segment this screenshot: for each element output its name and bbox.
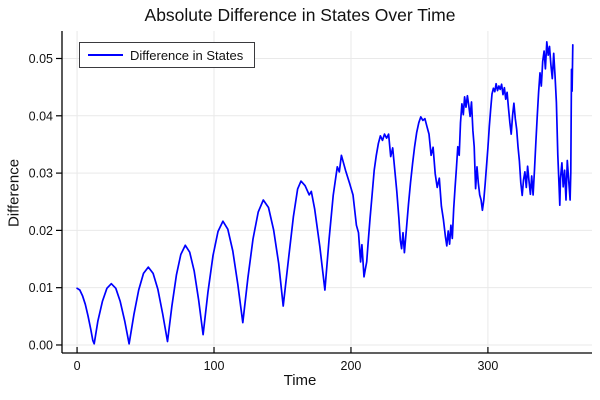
y-tick-label: 0.02 <box>29 224 53 238</box>
legend-label: Difference in States <box>130 47 244 63</box>
x-tick-label: 100 <box>204 359 225 373</box>
y-tick-label: 0.04 <box>29 109 53 123</box>
x-tick-label: 0 <box>74 359 81 373</box>
chart-title: Absolute Difference in States Over Time <box>144 5 456 25</box>
y-tick-label: 0.01 <box>29 281 53 295</box>
x-tick-label: 300 <box>477 359 498 373</box>
x-tick-label: 200 <box>341 359 362 373</box>
y-axis-label: Difference <box>5 158 23 228</box>
x-axis-label: Time <box>283 372 317 389</box>
series-line <box>76 41 574 345</box>
y-tick-label: 0.03 <box>29 167 53 181</box>
legend-line-swatch <box>88 54 123 56</box>
legend: Difference in States <box>79 42 256 68</box>
y-tick-label: 0.00 <box>29 338 53 352</box>
y-tick-label: 0.05 <box>29 52 53 66</box>
